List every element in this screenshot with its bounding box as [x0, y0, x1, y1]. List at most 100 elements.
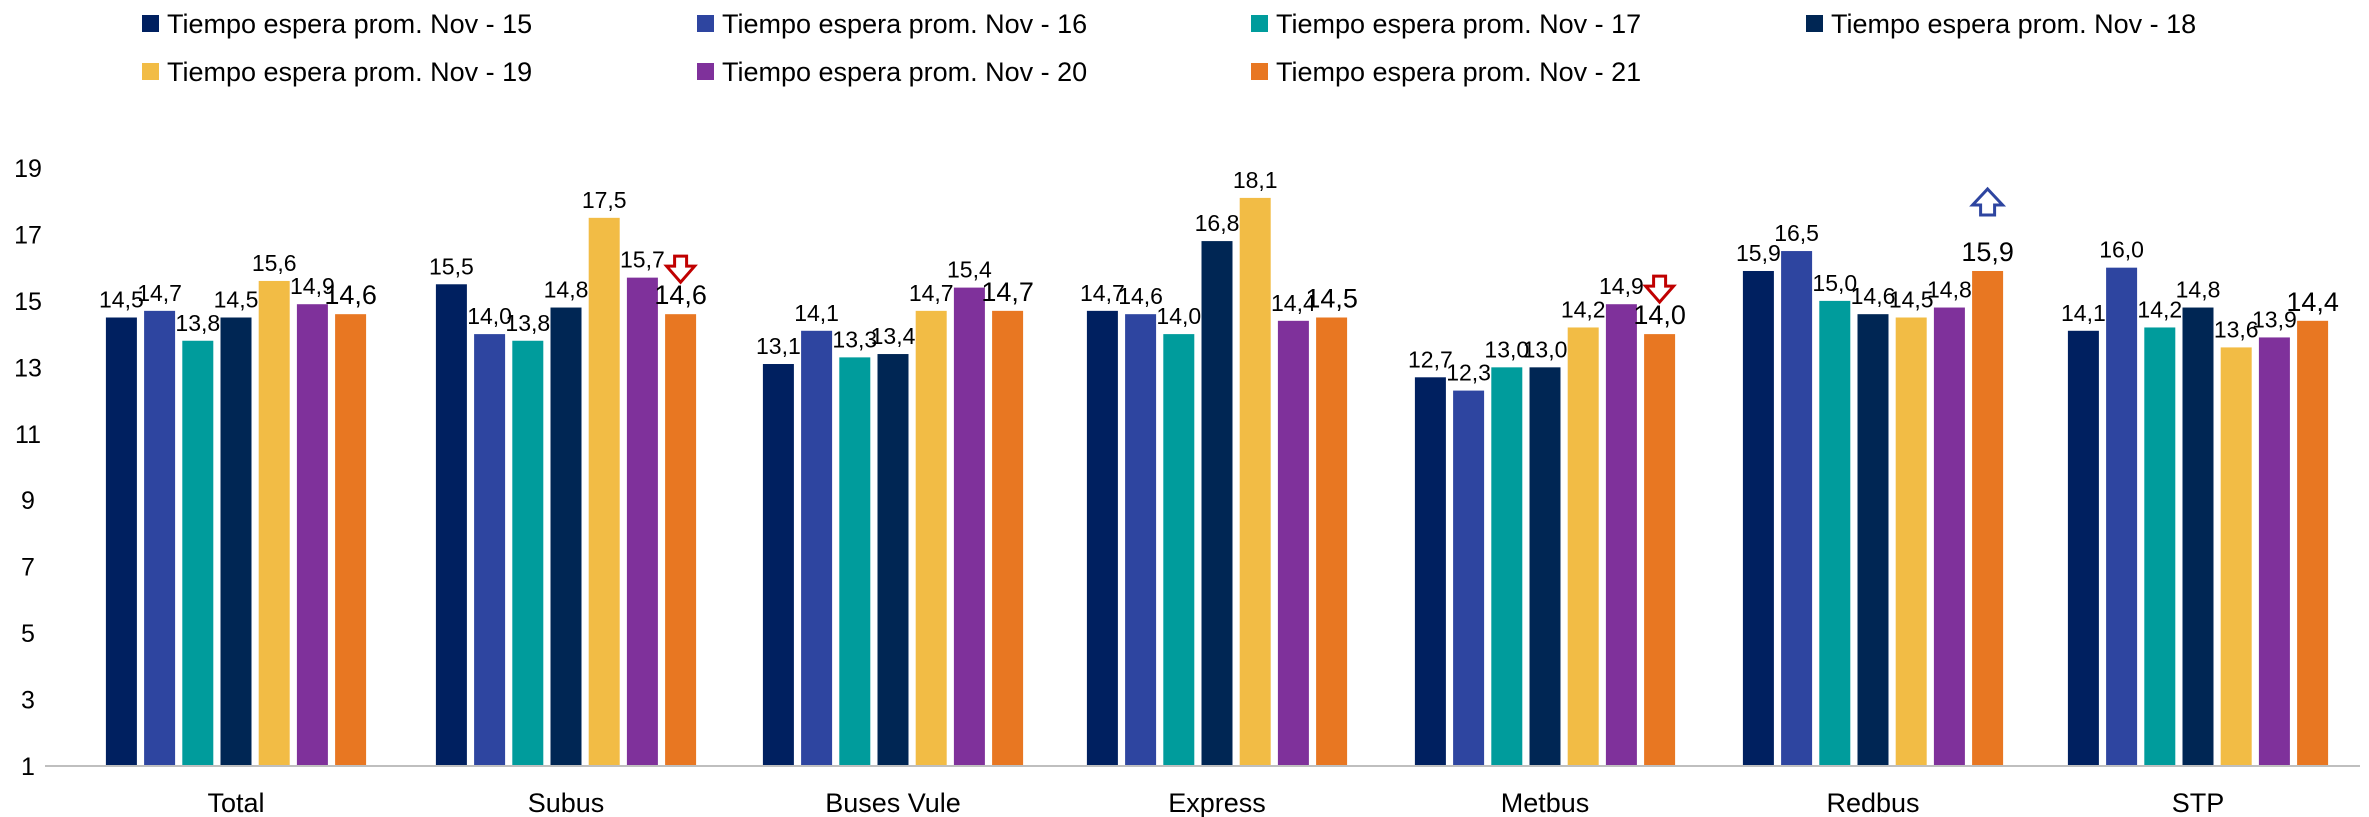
legend-swatch-4 — [1806, 15, 1823, 32]
data-label-express-series-6: 14,4 — [1271, 290, 1316, 316]
data-label-buses-vule-series-7: 14,7 — [981, 277, 1034, 307]
data-label-redbus-series-6: 14,8 — [1927, 277, 1972, 303]
bar-express-series-4 — [1201, 241, 1233, 767]
legend: Tiempo espera prom. Nov - 15 Tiempo esper… — [142, 9, 2196, 87]
data-label-stp-series-4: 14,8 — [2176, 277, 2221, 303]
legend-swatch-6 — [697, 63, 714, 80]
arrow-down-icon — [663, 254, 698, 285]
x-category-label-total: Total — [207, 788, 264, 817]
x-category-label-metbus: Metbus — [1501, 788, 1590, 817]
data-label-metbus-series-3: 13,0 — [1484, 336, 1529, 362]
bar-subus-series-7 — [665, 314, 697, 766]
data-label-buses-vule-series-2: 14,1 — [794, 300, 839, 326]
bar-redbus-series-2 — [1781, 251, 1813, 767]
bar-metbus-series-5 — [1567, 327, 1599, 766]
bar-total-series-1 — [105, 317, 137, 766]
data-label-metbus-series-7: 14,0 — [1633, 300, 1686, 330]
data-label-redbus-series-2: 16,5 — [1774, 220, 1819, 246]
data-label-total-series-5: 15,6 — [252, 250, 297, 276]
bar-metbus-series-7 — [1644, 334, 1676, 766]
data-label-metbus-series-1: 12,7 — [1408, 346, 1453, 372]
legend-label-2: Tiempo espera prom. Nov - 16 — [722, 9, 1087, 39]
data-label-stp-series-2: 16,0 — [2099, 237, 2144, 263]
data-label-redbus-series-5: 14,5 — [1889, 287, 1934, 313]
data-label-redbus-series-4: 14,6 — [1851, 283, 1896, 309]
data-label-total-series-1: 14,5 — [99, 287, 144, 313]
bar-subus-series-3 — [512, 340, 544, 766]
data-label-redbus-series-1: 15,9 — [1736, 240, 1781, 266]
bar-stp-series-7 — [2297, 320, 2329, 766]
x-category-label-stp: STP — [2172, 788, 2225, 817]
bar-stp-series-5 — [2220, 347, 2252, 766]
data-label-subus-series-3: 13,8 — [505, 310, 550, 336]
bar-metbus-series-1 — [1414, 377, 1446, 766]
data-label-express-series-5: 18,1 — [1233, 167, 1278, 193]
data-label-buses-vule-series-3: 13,3 — [832, 326, 877, 352]
y-tick-label: 1 — [21, 753, 35, 781]
data-label-subus-series-4: 14,8 — [544, 277, 589, 303]
x-category-label-subus: Subus — [528, 788, 605, 817]
legend-label-1: Tiempo espera prom. Nov - 15 — [167, 9, 532, 39]
data-label-metbus-series-6: 14,9 — [1599, 273, 1644, 299]
bar-buses-vule-series-7 — [992, 310, 1024, 766]
data-label-total-series-4: 14,5 — [214, 287, 259, 313]
bar-metbus-series-2 — [1453, 390, 1485, 766]
bar-buses-vule-series-1 — [762, 364, 794, 766]
legend-label-5: Tiempo espera prom. Nov - 19 — [167, 57, 532, 87]
legend-swatch-1 — [142, 15, 159, 32]
bar-total-series-7 — [335, 314, 367, 766]
data-label-total-series-3: 13,8 — [175, 310, 220, 336]
bar-express-series-7 — [1316, 317, 1348, 766]
bar-stp-series-1 — [2067, 330, 2099, 766]
data-label-total-series-7: 14,6 — [324, 280, 377, 310]
bar-stp-series-2 — [2106, 267, 2138, 766]
y-tick-label: 9 — [21, 487, 35, 515]
bar-express-series-6 — [1277, 320, 1309, 766]
data-label-buses-vule-series-4: 13,4 — [871, 323, 916, 349]
data-label-subus-series-6: 15,7 — [620, 247, 665, 273]
data-label-buses-vule-series-5: 14,7 — [909, 280, 954, 306]
bar-express-series-2 — [1125, 314, 1157, 766]
data-label-buses-vule-series-1: 13,1 — [756, 333, 801, 359]
y-tick-label: 5 — [21, 620, 35, 648]
bar-redbus-series-7 — [1972, 270, 2004, 766]
bar-stp-series-4 — [2182, 307, 2214, 766]
data-label-buses-vule-series-6: 15,4 — [947, 257, 992, 283]
data-label-metbus-series-2: 12,3 — [1446, 360, 1491, 386]
bar-express-series-5 — [1239, 197, 1271, 766]
data-label-subus-series-7: 14,6 — [654, 280, 707, 310]
y-tick-label: 17 — [14, 221, 42, 249]
y-tick-label: 11 — [15, 421, 41, 449]
data-label-total-series-2: 14,7 — [137, 280, 182, 306]
bar-metbus-series-6 — [1605, 304, 1637, 766]
bar-total-series-3 — [182, 340, 214, 766]
data-label-redbus-series-7: 15,9 — [1961, 237, 2014, 267]
legend-swatch-2 — [697, 15, 714, 32]
bar-subus-series-4 — [550, 307, 582, 766]
bar-subus-series-2 — [474, 334, 506, 766]
bar-subus-series-5 — [588, 217, 620, 767]
data-label-express-series-7: 14,5 — [1305, 284, 1358, 314]
data-label-stp-series-1: 14,1 — [2061, 300, 2106, 326]
data-label-subus-series-5: 17,5 — [582, 187, 627, 213]
arrow-down-icon — [1642, 274, 1677, 305]
legend-label-6: Tiempo espera prom. Nov - 20 — [722, 57, 1087, 87]
data-label-metbus-series-4: 13,0 — [1523, 336, 1568, 362]
bar-redbus-series-3 — [1819, 300, 1851, 766]
data-label-stp-series-3: 14,2 — [2137, 296, 2182, 322]
bar-buses-vule-series-2 — [801, 330, 833, 766]
annotations-group — [663, 186, 2007, 305]
x-category-label-redbus: Redbus — [1826, 788, 1919, 817]
x-category-label-buses-vule: Buses Vule — [825, 788, 961, 817]
data-label-express-series-1: 14,7 — [1080, 280, 1125, 306]
data-label-total-series-6: 14,9 — [290, 273, 335, 299]
bar-total-series-4 — [220, 317, 252, 766]
data-label-subus-series-1: 15,5 — [429, 253, 474, 279]
legend-swatch-3 — [1251, 15, 1268, 32]
bar-buses-vule-series-3 — [839, 357, 871, 766]
arrow-up-icon — [1969, 186, 2007, 217]
bar-redbus-series-5 — [1895, 317, 1927, 766]
bar-total-series-5 — [258, 280, 290, 766]
bar-stp-series-6 — [2258, 337, 2290, 766]
